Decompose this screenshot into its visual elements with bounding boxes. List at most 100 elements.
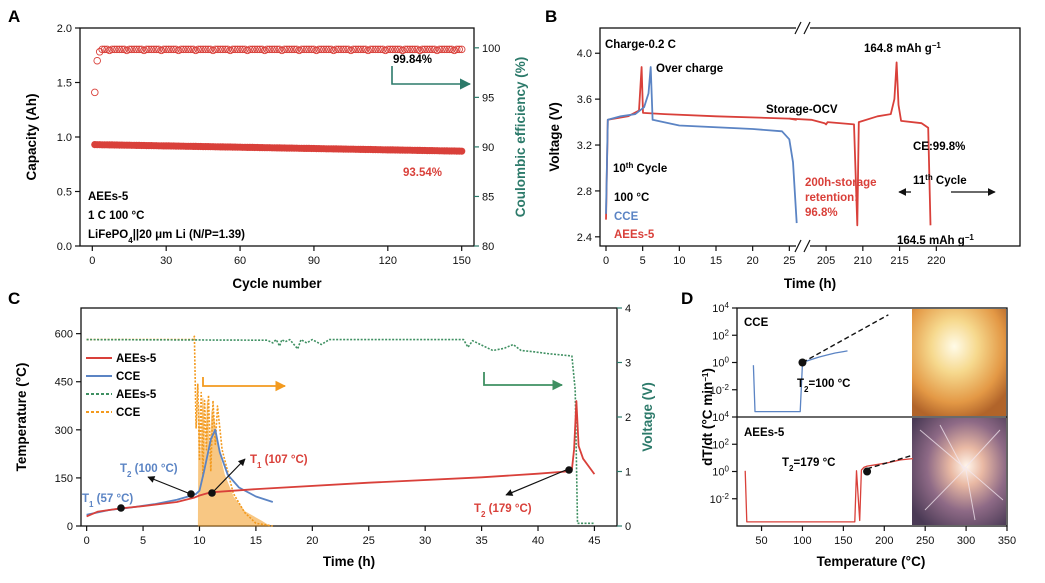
y2-tick-label: 90 [482, 142, 494, 154]
ce-point [147, 45, 156, 54]
ce-point [246, 45, 254, 54]
ce-point [337, 45, 345, 54]
panel-b-y-ticks: 2.4 2.8 3.2 3.6 4.0 [577, 48, 600, 244]
aees-t2-marker [863, 467, 872, 476]
panel-b-ylabel: Voltage (V) [547, 102, 562, 172]
ce-point [453, 45, 461, 54]
y2-tick-label: 85 [482, 191, 494, 203]
green-axis-arrow [483, 372, 564, 391]
y-tick-label: 150 [55, 473, 73, 485]
aees-charge-discharge-line [605, 66, 797, 220]
x-tick-label: 215 [890, 255, 908, 267]
cce-dtdt-line [752, 350, 848, 413]
panel-letter-b: B [545, 7, 557, 26]
panel-c-y2-ticks: 0 1 2 3 4 [617, 303, 631, 533]
ce-point [179, 45, 188, 54]
ce-point [388, 45, 397, 54]
ce-point [401, 45, 409, 54]
panel-d-y-ticks: 104 102 100 10-2 104 102 100 10-2 [710, 301, 737, 506]
x-tick-label: 100 [793, 535, 811, 547]
ce-point [253, 45, 262, 54]
storage-label: Storage-OCV [766, 104, 838, 116]
ce-point [167, 45, 175, 54]
ce-point [251, 45, 259, 54]
x-tick-label: 5 [140, 535, 146, 547]
panel-c-xlabel: Time (h) [323, 554, 375, 569]
ce-point [324, 45, 333, 54]
ce-point [393, 45, 402, 54]
x-tick-label: 40 [532, 535, 544, 547]
t1-cce-marker [117, 504, 125, 512]
ce-point [403, 45, 412, 54]
panel-a: A 0 30 60 90 120 150 0.0 0.5 1.0 1.5 2.0 80 85 90 95… [8, 7, 528, 291]
ce-point [214, 45, 222, 54]
ce-point [98, 45, 106, 54]
ce-point [159, 45, 168, 54]
ce-point [443, 45, 451, 54]
y2-tick-label: 0 [625, 521, 631, 533]
x-tick-label: 150 [834, 535, 852, 547]
legend-aees-5: AEEs-5 [614, 229, 655, 241]
ce-point [332, 45, 340, 54]
panel-c-frame [80, 307, 618, 527]
panel-c-y2label: Voltage (V) [640, 382, 655, 452]
panel-a-y2-ticks: 80 85 90 95 100 [474, 43, 500, 253]
x-tick-label: 15 [250, 535, 262, 547]
aees-temperature-line [86, 400, 596, 518]
ce-point [288, 45, 296, 54]
panel-b-curves [605, 61, 932, 227]
x-tick-label: 20 [747, 255, 759, 267]
ce-point [354, 45, 363, 54]
ce-label: CE:99.8% [913, 141, 965, 153]
ce-point [376, 45, 385, 54]
ce-point [285, 45, 294, 54]
ce-point [169, 45, 178, 54]
aees-voltage-line [86, 338, 595, 525]
x-tick-label: 350 [998, 535, 1016, 547]
ce-point [238, 45, 247, 54]
y-tick-label: 450 [55, 377, 73, 389]
ce-point [371, 45, 380, 54]
y-tick-label: 102 [712, 437, 729, 452]
t2-aees-arrow [505, 469, 567, 496]
ce-point [369, 45, 377, 54]
y-tick-label: 1.0 [57, 132, 72, 144]
ce-point [236, 45, 244, 54]
ce-point [130, 45, 138, 54]
x-tick-label: 250 [916, 535, 934, 547]
ce-point [110, 45, 119, 54]
ce-point [127, 45, 136, 54]
panel-c: C 0 5 10 15 20 25 30 35 40 45 0 150 300 450 600 0 1 2 3 4… [8, 289, 655, 569]
ce-point [132, 45, 141, 54]
y-tick-label: 104 [712, 301, 729, 316]
panel-c-x-ticks: 0 5 10 15 20 25 30 35 40 45 [84, 526, 601, 547]
ce-point [408, 45, 417, 54]
ce-point [187, 45, 195, 54]
x-tick-label: 210 [854, 255, 872, 267]
ce-point [256, 45, 264, 54]
ce-point [421, 45, 429, 54]
ce-point [307, 45, 316, 54]
ce-point [445, 45, 454, 54]
ce-point [177, 45, 185, 54]
ce-point [438, 45, 446, 54]
ce-point [290, 45, 298, 54]
ce-point [317, 45, 326, 54]
ce-point [248, 45, 257, 54]
ce-point [211, 45, 220, 54]
y2-tick-label: 80 [482, 241, 494, 253]
orange-axis-arrow [202, 377, 287, 392]
cce-t2-marker [798, 358, 807, 367]
panel-a-xlabel: Cycle number [232, 276, 322, 291]
ce-point [231, 45, 239, 54]
x-tick-label: 10 [193, 535, 205, 547]
capacity-retention-label: 93.54% [403, 167, 442, 179]
y2-tick-label: 3 [625, 358, 631, 370]
ce-point [142, 45, 151, 54]
axis-break [794, 21, 811, 253]
x-tick-label: 15 [710, 255, 722, 267]
x-tick-label: 0 [84, 535, 90, 547]
t2-cce-marker [187, 490, 195, 498]
ce-point [150, 45, 158, 54]
ce-point [280, 45, 289, 54]
